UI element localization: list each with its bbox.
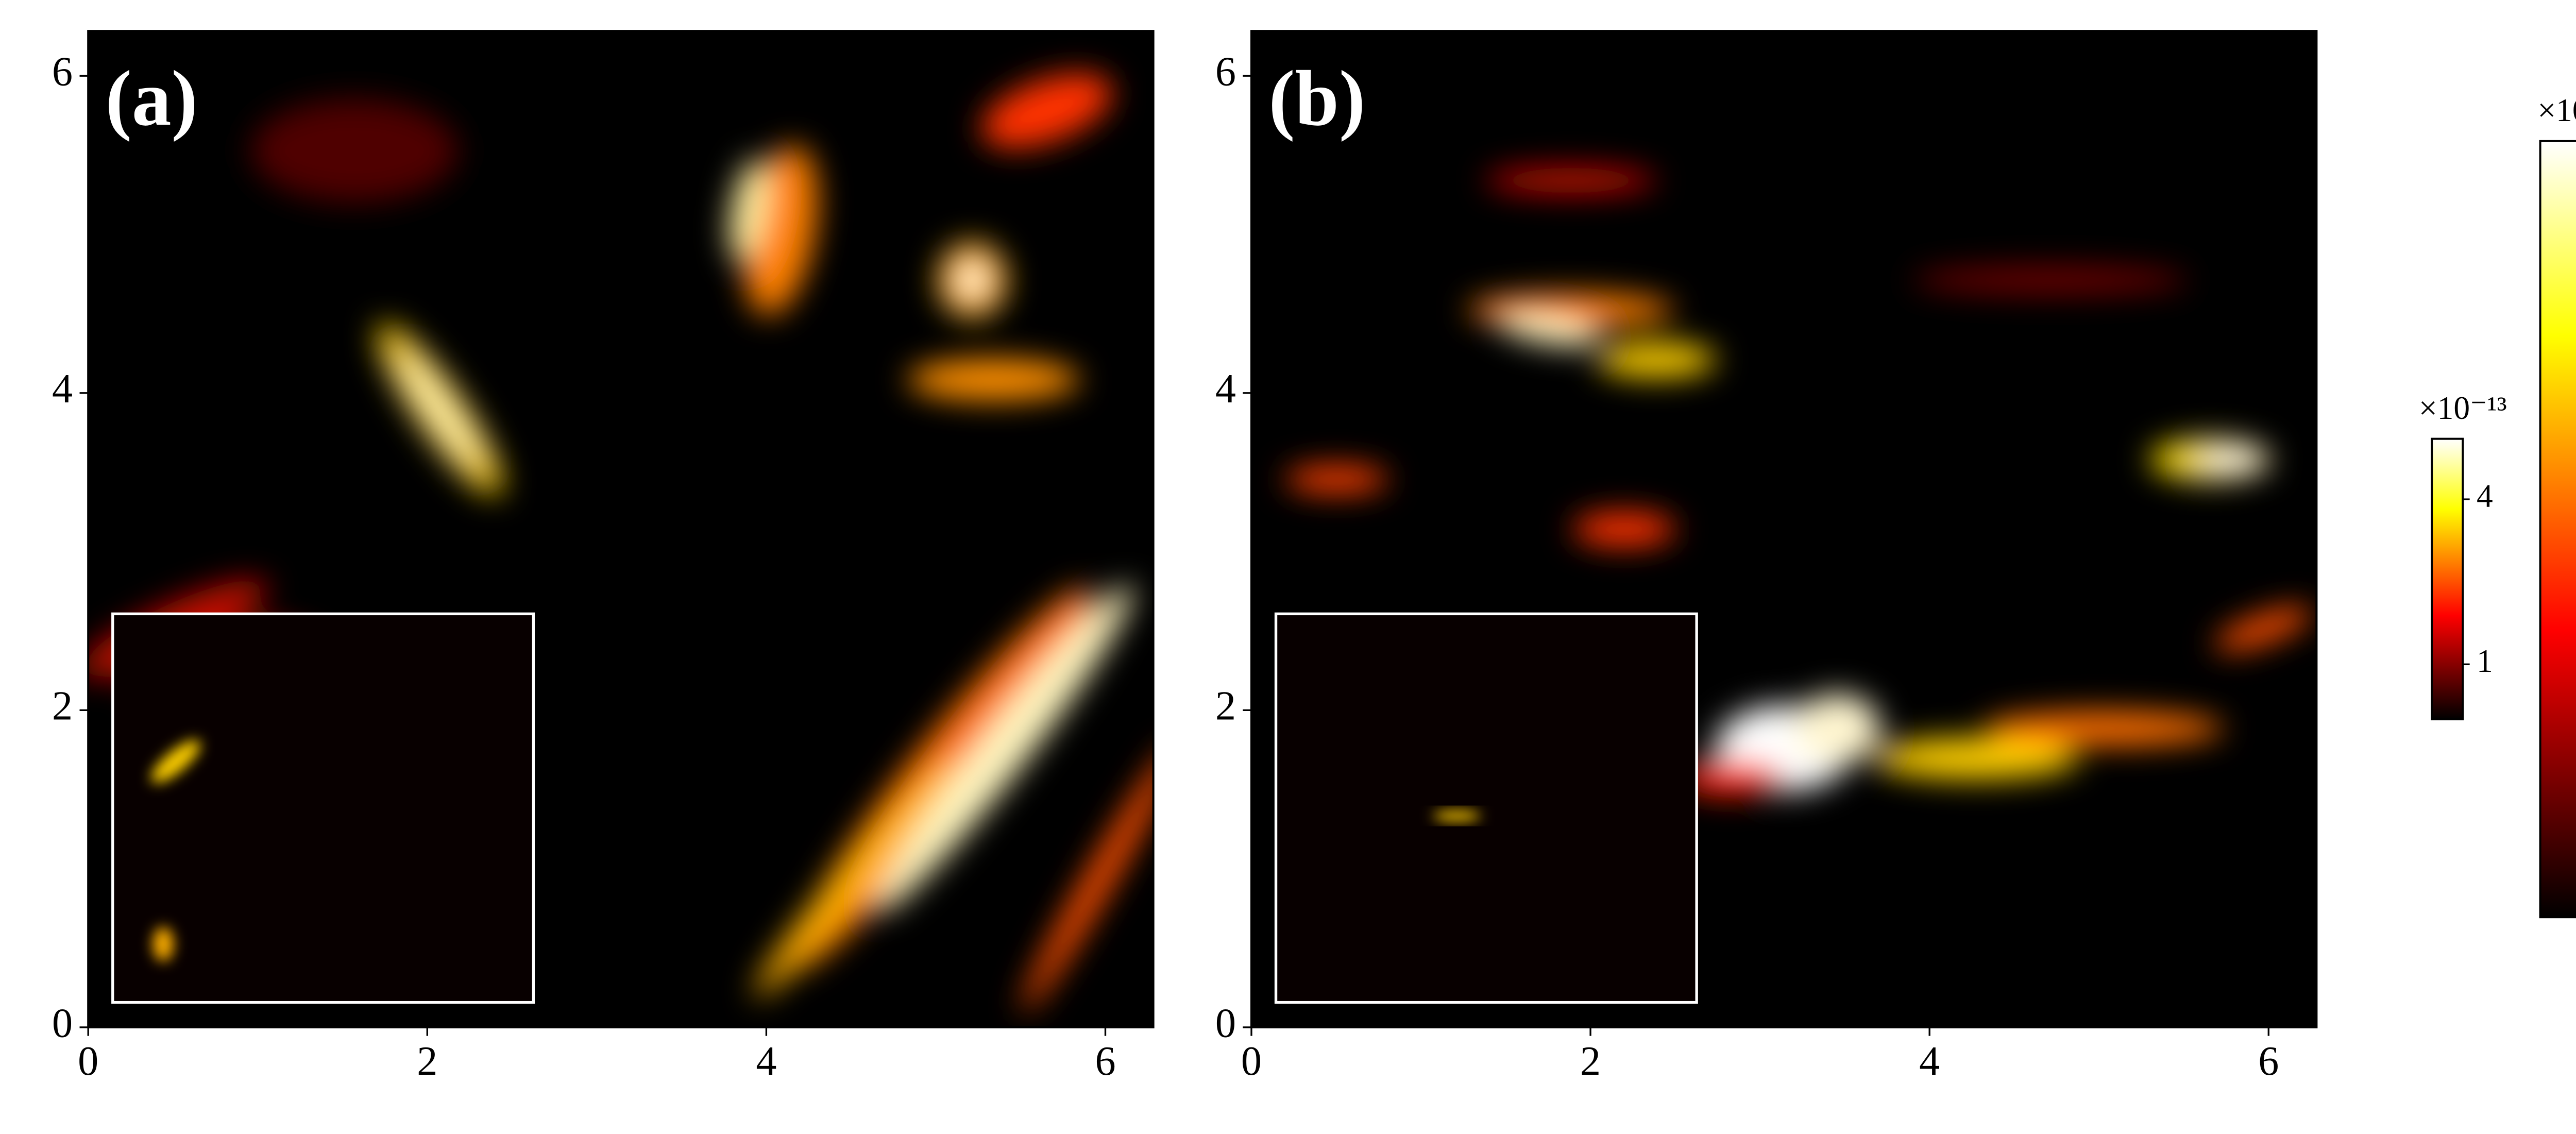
field-feature (251, 98, 458, 202)
field-feature (1596, 342, 1717, 377)
inset-feature (1432, 810, 1481, 821)
y-tick-label: 2 (52, 684, 73, 729)
field-feature (1679, 761, 1783, 796)
inset-background (1276, 614, 1697, 1003)
field-feature (875, 585, 1133, 912)
field-feature (1983, 711, 2224, 746)
inset-features (151, 740, 201, 961)
x-tick-label: 4 (1919, 1039, 1940, 1084)
heatmap-field (1251, 31, 2317, 1027)
inset-frame (1274, 612, 1698, 1004)
field-feature (1485, 166, 1657, 194)
inset-feature (151, 740, 201, 783)
y-tick-label: 6 (1215, 49, 1236, 95)
x-tick-label: 0 (1241, 1039, 1262, 1084)
inset-features (1432, 810, 1481, 821)
field-blobs (88, 73, 1154, 1012)
field-feature (2214, 606, 2312, 651)
x-tick-label: 2 (417, 1039, 437, 1084)
field-feature (1285, 465, 1388, 494)
panel-label: (b) (1268, 55, 1365, 142)
x-tick-label: 4 (756, 1039, 776, 1084)
y-tick-label: 0 (1215, 1001, 1236, 1046)
field-feature (1022, 743, 1154, 1012)
field-feature (399, 352, 481, 467)
inset-frame (111, 612, 535, 1004)
x-tick-label: 2 (1580, 1039, 1601, 1084)
panel-label: (a) (106, 55, 198, 142)
y-tick-label: 2 (1215, 684, 1236, 729)
y-tick-label: 6 (52, 49, 73, 95)
x-tick-label: 0 (78, 1039, 98, 1084)
colorbar (2431, 437, 2464, 721)
field-feature (754, 758, 956, 997)
heatmap-field (88, 31, 1154, 1027)
field-feature (729, 159, 768, 262)
y-tick-label: 0 (52, 1001, 73, 1046)
colorbar (2539, 140, 2576, 919)
inset-feature (152, 927, 174, 961)
y-tick-label: 4 (1215, 366, 1236, 412)
field-feature (981, 73, 1113, 148)
field-blobs (1285, 166, 2312, 796)
x-tick-label: 6 (2258, 1039, 2279, 1084)
inset-background (112, 614, 534, 1003)
field-feature (1912, 266, 2188, 294)
field-feature (958, 263, 986, 297)
field-feature (2197, 449, 2266, 470)
colorbar-tick-label: 1 (2477, 642, 2493, 679)
x-tick-label: 6 (1095, 1039, 1115, 1084)
colorbar-offset-label: ×10⁻¹³ (2419, 390, 2507, 426)
axes-frame (1250, 30, 2318, 1028)
colorbar-tick-label: 4 (2477, 478, 2493, 514)
y-tick-label: 4 (52, 366, 73, 412)
field-feature (1499, 313, 1601, 346)
colorbar-offset-label: ×10⁻¹¹ (2537, 92, 2576, 128)
field-feature (1794, 693, 1880, 763)
field-feature (1572, 512, 1676, 547)
field-feature (1872, 737, 2079, 779)
field-feature (907, 359, 1080, 401)
axes-frame (87, 30, 1155, 1028)
